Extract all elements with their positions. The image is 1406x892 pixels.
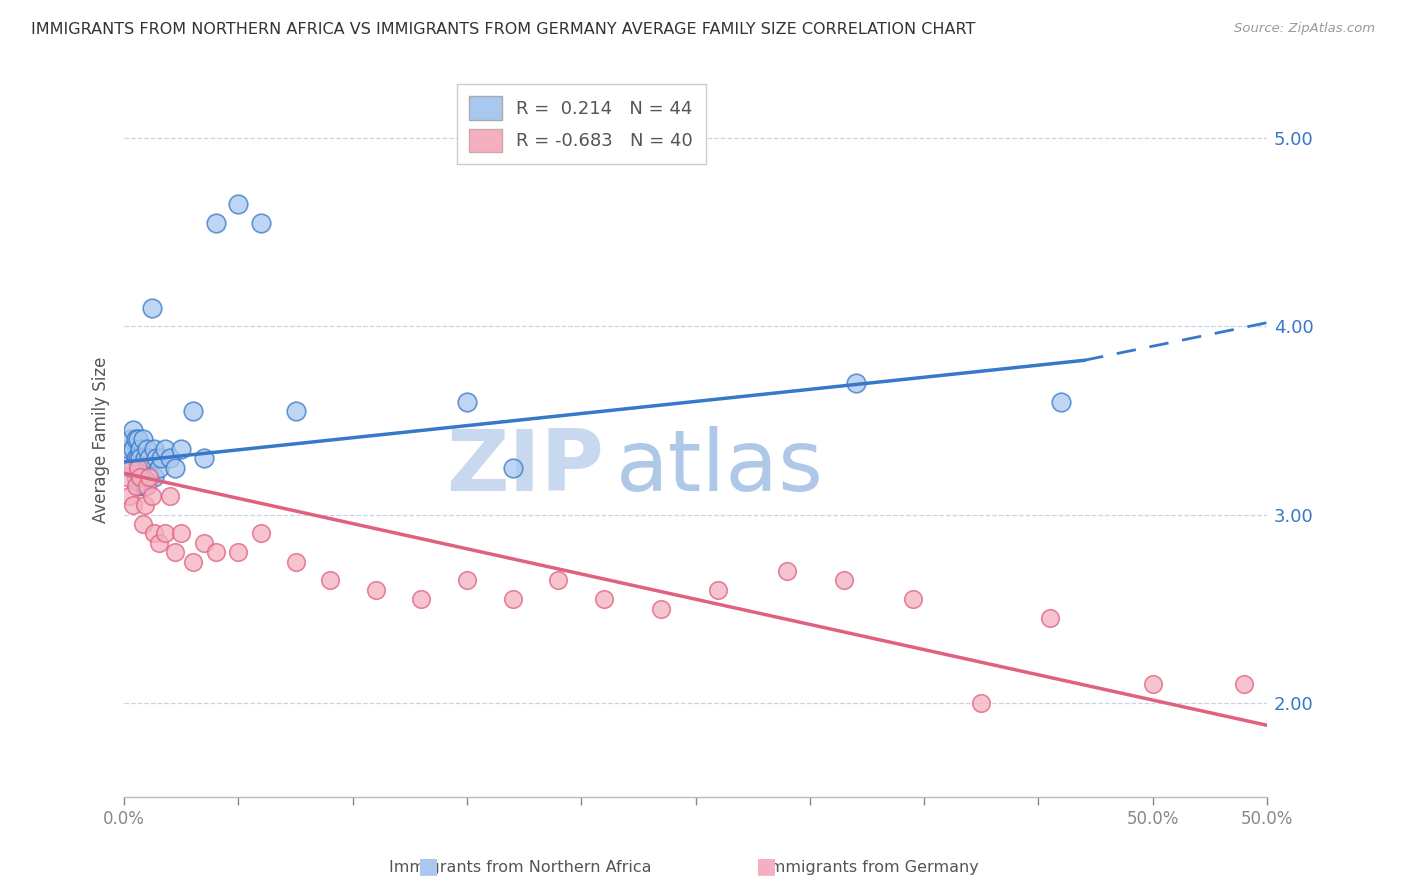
Point	[1050, 394, 1073, 409]
Point	[159, 451, 181, 466]
Point	[170, 526, 193, 541]
Point	[1039, 611, 1062, 625]
Point	[142, 470, 165, 484]
Point	[228, 197, 250, 211]
Point	[148, 460, 170, 475]
Point	[970, 696, 993, 710]
Point	[134, 498, 156, 512]
Point	[129, 470, 152, 484]
Point	[131, 470, 153, 484]
Text: atlas: atlas	[616, 426, 824, 509]
Point	[136, 442, 159, 456]
Point	[129, 451, 152, 466]
Point	[170, 442, 193, 456]
Point	[122, 423, 145, 437]
Point	[707, 582, 730, 597]
Y-axis label: Average Family Size: Average Family Size	[93, 356, 110, 523]
Point	[124, 470, 146, 484]
Point	[901, 592, 924, 607]
Point	[250, 526, 273, 541]
Point	[845, 376, 868, 390]
Point	[120, 433, 142, 447]
Point	[364, 582, 387, 597]
Point	[650, 601, 672, 615]
Text: Immigrants from Northern Africa: Immigrants from Northern Africa	[389, 861, 651, 875]
Point	[155, 442, 177, 456]
Point	[115, 470, 138, 484]
Point	[142, 442, 165, 456]
Point	[120, 460, 142, 475]
Point	[163, 460, 186, 475]
Point	[136, 479, 159, 493]
Legend: R =  0.214   N = 44, R = -0.683   N = 40: R = 0.214 N = 44, R = -0.683 N = 40	[457, 84, 706, 164]
Point	[159, 489, 181, 503]
Text: Source: ZipAtlas.com: Source: ZipAtlas.com	[1234, 22, 1375, 36]
Point	[134, 479, 156, 493]
Point	[319, 574, 342, 588]
Point	[138, 470, 160, 484]
Text: ZIP: ZIP	[447, 426, 605, 509]
Point	[129, 442, 152, 456]
Point	[122, 498, 145, 512]
Point	[181, 555, 204, 569]
Point	[193, 536, 215, 550]
Point	[127, 451, 149, 466]
Point	[138, 470, 160, 484]
Point	[204, 545, 226, 559]
Point	[148, 536, 170, 550]
Point	[124, 479, 146, 493]
Point	[1142, 677, 1164, 691]
Point	[250, 216, 273, 230]
Text: ■: ■	[419, 856, 439, 876]
Point	[141, 301, 163, 315]
Point	[593, 592, 616, 607]
Point	[120, 460, 142, 475]
Point	[141, 489, 163, 503]
Point	[776, 564, 799, 578]
Point	[124, 433, 146, 447]
Point	[129, 460, 152, 475]
Point	[145, 451, 167, 466]
Point	[163, 545, 186, 559]
Point	[502, 592, 524, 607]
Point	[149, 451, 172, 466]
Text: IMMIGRANTS FROM NORTHERN AFRICA VS IMMIGRANTS FROM GERMANY AVERAGE FAMILY SIZE C: IMMIGRANTS FROM NORTHERN AFRICA VS IMMIG…	[31, 22, 976, 37]
Point	[134, 451, 156, 466]
Point	[127, 460, 149, 475]
Point	[193, 451, 215, 466]
Point	[456, 574, 478, 588]
Point	[284, 404, 307, 418]
Point	[134, 460, 156, 475]
Point	[142, 526, 165, 541]
Point	[131, 433, 153, 447]
Point	[155, 526, 177, 541]
Point	[118, 489, 141, 503]
Point	[547, 574, 569, 588]
Point	[284, 555, 307, 569]
Point	[127, 433, 149, 447]
Point	[832, 574, 855, 588]
Point	[118, 442, 141, 456]
Point	[456, 394, 478, 409]
Point	[124, 451, 146, 466]
Text: ■: ■	[756, 856, 776, 876]
Point	[138, 451, 160, 466]
Point	[411, 592, 433, 607]
Point	[131, 516, 153, 531]
Point	[1233, 677, 1256, 691]
Point	[136, 460, 159, 475]
Point	[122, 442, 145, 456]
Point	[502, 460, 524, 475]
Text: Immigrants from Germany: Immigrants from Germany	[765, 861, 979, 875]
Point	[181, 404, 204, 418]
Point	[115, 451, 138, 466]
Point	[127, 479, 149, 493]
Point	[204, 216, 226, 230]
Point	[228, 545, 250, 559]
